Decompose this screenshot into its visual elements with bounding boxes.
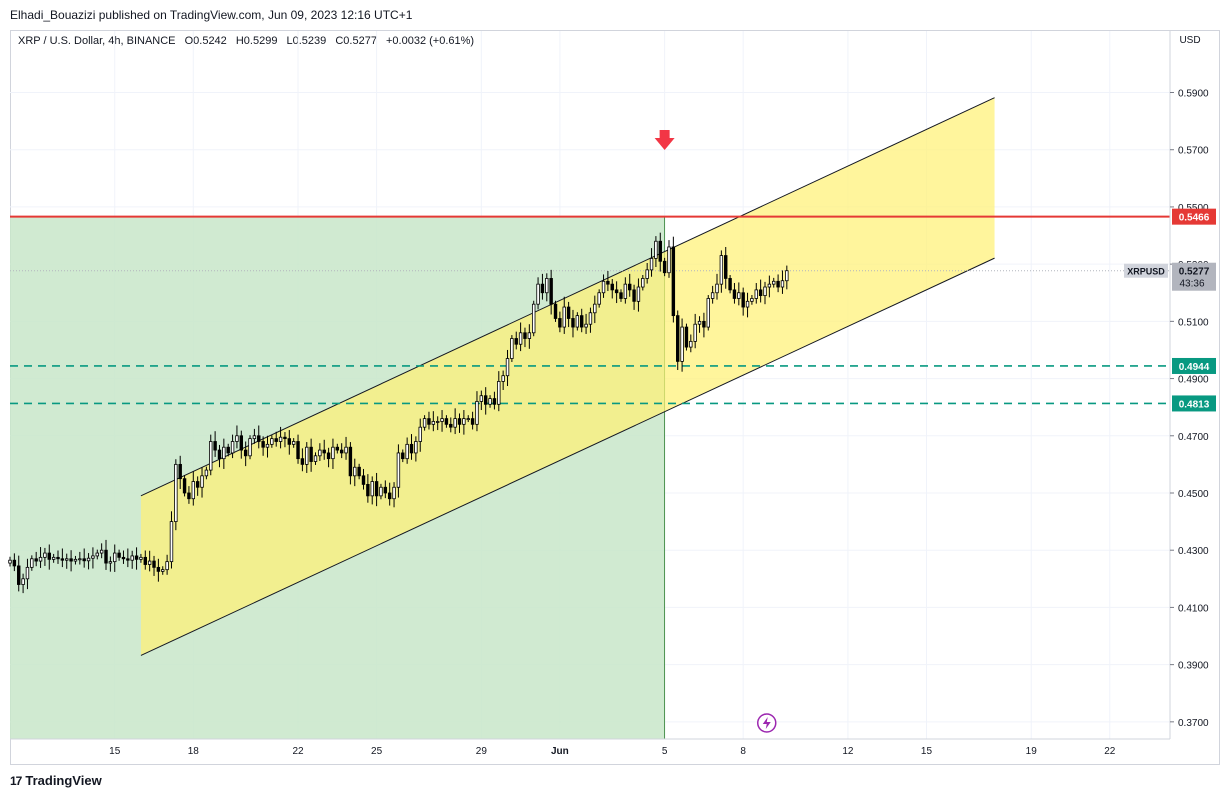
legend-close: C0.5277 (335, 35, 377, 47)
footer: 17 TradingView (10, 773, 102, 788)
footer-brand[interactable]: TradingView (25, 773, 102, 788)
legend-high: H0.5299 (235, 35, 278, 47)
legend-change: +0.0032 (+0.61%) (386, 35, 475, 47)
publisher-line: Elhadi_Bouazizi published on TradingView… (10, 8, 413, 22)
legend-symbol[interactable]: XRP / U.S. Dollar, 4h, BINANCE (18, 35, 176, 47)
symbol-legend: XRP / U.S. Dollar, 4h, BINANCE O0.5242 H… (18, 35, 480, 47)
legend-open: O0.5242 (184, 35, 227, 47)
legend-low: L0.5239 (286, 35, 327, 47)
tradingview-logo-icon: 17 (10, 773, 22, 788)
chart-frame[interactable] (10, 30, 1220, 765)
